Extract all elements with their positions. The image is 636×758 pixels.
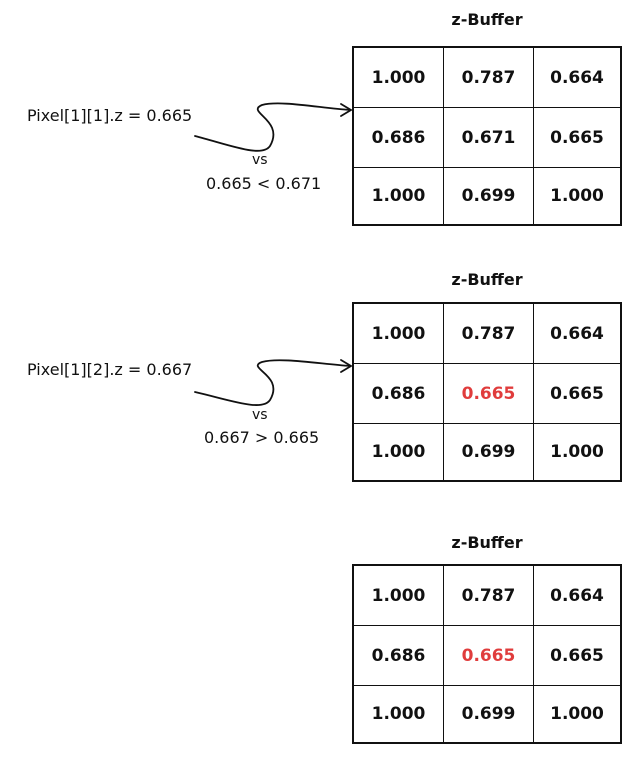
pixel-label-2: Pixel[1][2].z = 0.667 — [27, 360, 193, 379]
cell-2-2: 1.000 — [550, 704, 604, 724]
cell-0-1: 0.787 — [444, 566, 534, 626]
cell-1-2: 0.665 — [534, 626, 620, 686]
cell-1-0: 0.686 — [354, 626, 444, 686]
cell-1-0: 0.686 — [354, 364, 444, 424]
cell-1-2: 0.665 — [534, 108, 620, 168]
z-buffer-grid-1: 1.000 0.787 0.664 0.686 0.671 0.665 1.00… — [352, 46, 622, 226]
z-buffer-grid-2: 1.000 0.787 0.664 0.686 0.665 0.665 1.00… — [352, 302, 622, 482]
cell-0-1: 0.787 — [444, 48, 534, 108]
cell-0-1: 0.787 — [444, 304, 534, 364]
pixel-label-1: Pixel[1][1].z = 0.665 — [27, 106, 193, 125]
cell-0-0: 1.000 — [354, 566, 444, 626]
cell-2-1: 0.699 — [444, 686, 534, 742]
cell-2-2: 1.000 — [550, 186, 604, 206]
cell-0-2: 0.664 — [534, 304, 620, 364]
comparison-label-1: 0.665 < 0.671 — [206, 174, 322, 193]
vs-label-2: vs — [252, 407, 268, 423]
vs-label-1: vs — [252, 152, 268, 168]
cell-1-1: 0.671 — [444, 108, 534, 168]
panel-2-title: z-Buffer — [451, 270, 523, 289]
cell-0-2: 0.664 — [534, 48, 620, 108]
cell-2-2: 1.000 — [550, 442, 604, 462]
cell-2-1: 0.699 — [444, 424, 534, 480]
cell-0-0: 1.000 — [354, 304, 444, 364]
arrow-2 — [194, 359, 353, 406]
comparison-label-2: 0.667 > 0.665 — [204, 428, 320, 447]
cell-2-1: 0.699 — [444, 168, 534, 224]
arrow-1 — [194, 102, 353, 152]
cell-1-1-highlighted: 0.665 — [444, 626, 534, 686]
cell-0-2: 0.664 — [534, 566, 620, 626]
panel-3-title: z-Buffer — [451, 533, 523, 552]
cell-2-0: 1.000 — [354, 686, 444, 742]
cell-1-2: 0.665 — [534, 364, 620, 424]
cell-2-0: 1.000 — [354, 168, 444, 224]
panel-1-title: z-Buffer — [451, 10, 523, 29]
z-buffer-grid-3: 1.000 0.787 0.664 0.686 0.665 0.665 1.00… — [352, 564, 622, 744]
cell-2-0: 1.000 — [354, 424, 444, 480]
cell-1-0: 0.686 — [354, 108, 444, 168]
cell-1-1-highlighted: 0.665 — [444, 364, 534, 424]
cell-0-0: 1.000 — [354, 48, 444, 108]
